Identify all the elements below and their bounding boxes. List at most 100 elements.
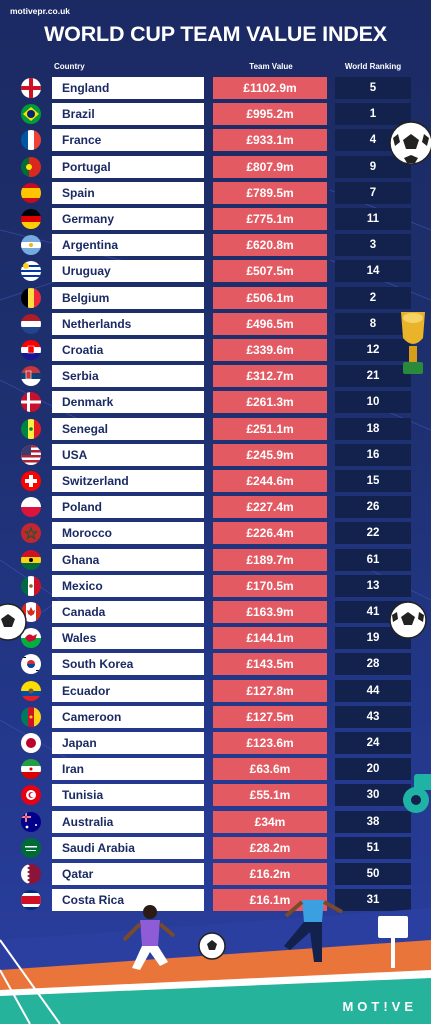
country-name: Tunisia (52, 784, 204, 806)
south-korea-flag-icon (21, 654, 41, 674)
football-icon (389, 601, 427, 639)
header-country: Country (54, 62, 85, 71)
world-ranking: 44 (335, 680, 411, 702)
table-row: Wales £144.1m 19 (0, 627, 431, 649)
england-flag-icon (21, 78, 41, 98)
team-value: £261.3m (213, 391, 327, 413)
morocco-flag-icon (21, 523, 41, 543)
world-ranking: 61 (335, 549, 411, 571)
australia-flag-icon (21, 812, 41, 832)
world-ranking: 18 (335, 418, 411, 440)
team-value: £496.5m (213, 313, 327, 335)
team-value: £170.5m (213, 575, 327, 597)
senegal-flag-icon (21, 419, 41, 439)
country-name: Switzerland (52, 470, 204, 492)
team-value: £507.5m (213, 260, 327, 282)
team-value: £143.5m (213, 653, 327, 675)
team-value: £227.4m (213, 496, 327, 518)
world-ranking: 15 (335, 470, 411, 492)
team-value: £55.1m (213, 784, 327, 806)
world-ranking: 22 (335, 522, 411, 544)
world-ranking: 7 (335, 182, 411, 204)
world-ranking: 3 (335, 234, 411, 256)
table-row: Ghana £189.7m 61 (0, 549, 431, 571)
table-row: Belgium £506.1m 2 (0, 287, 431, 309)
team-value: £506.1m (213, 287, 327, 309)
team-value: £245.9m (213, 444, 327, 466)
table-row: France £933.1m 4 (0, 129, 431, 151)
ecuador-flag-icon (21, 681, 41, 701)
team-value: £775.1m (213, 208, 327, 230)
world-ranking: 5 (335, 77, 411, 99)
table-row: Croatia £339.6m 12 (0, 339, 431, 361)
brazil-flag-icon (21, 104, 41, 124)
team-value: £995.2m (213, 103, 327, 125)
country-name: USA (52, 444, 204, 466)
country-name: Costa Rica (52, 889, 204, 911)
team-value: £63.6m (213, 758, 327, 780)
team-value: £127.8m (213, 680, 327, 702)
pitch-footer-illustration (0, 900, 431, 1024)
team-value: £127.5m (213, 706, 327, 728)
table-row: Japan £123.6m 24 (0, 732, 431, 754)
team-value: £1102.9m (213, 77, 327, 99)
site-url: motivepr.co.uk (10, 6, 70, 16)
football-icon (198, 932, 226, 960)
table-row: Cameroon £127.5m 43 (0, 706, 431, 728)
qatar-flag-icon (21, 864, 41, 884)
table-row: Denmark £261.3m 10 (0, 391, 431, 413)
team-value: £339.6m (213, 339, 327, 361)
table-row: Tunisia £55.1m 30 (0, 784, 431, 806)
world-ranking: 14 (335, 260, 411, 282)
stadium-lights-icon (378, 916, 408, 968)
team-value: £312.7m (213, 365, 327, 387)
team-value: £807.9m (213, 156, 327, 178)
team-value: £28.2m (213, 837, 327, 859)
country-name: Australia (52, 811, 204, 833)
country-name: Cameroon (52, 706, 204, 728)
germany-flag-icon (21, 209, 41, 229)
country-name: Senegal (52, 418, 204, 440)
country-name: Netherlands (52, 313, 204, 335)
table-row: Switzerland £244.6m 15 (0, 470, 431, 492)
table-row: Qatar £16.2m 50 (0, 863, 431, 885)
header-team-value: Team Value (249, 62, 293, 71)
table-row: Senegal £251.1m 18 (0, 418, 431, 440)
table-row: Poland £227.4m 26 (0, 496, 431, 518)
team-value: £144.1m (213, 627, 327, 649)
country-name: Denmark (52, 391, 204, 413)
table-row: Argentina £620.8m 3 (0, 234, 431, 256)
football-icon (0, 603, 27, 641)
whistle-icon (403, 774, 431, 813)
country-name: Uruguay (52, 260, 204, 282)
croatia-flag-icon (21, 340, 41, 360)
costa-rica-flag-icon (21, 890, 41, 910)
poland-flag-icon (21, 497, 41, 517)
brand-logo: MOT!VE (342, 999, 417, 1014)
country-name: Japan (52, 732, 204, 754)
football-icon (389, 121, 431, 165)
table-row: Australia £34m 38 (0, 811, 431, 833)
country-name: England (52, 77, 204, 99)
cameroon-flag-icon (21, 707, 41, 727)
country-name: Iran (52, 758, 204, 780)
world-ranking: 8 (335, 313, 411, 335)
iran-flag-icon (21, 759, 41, 779)
ghana-flag-icon (21, 550, 41, 570)
table-row: Ecuador £127.8m 44 (0, 680, 431, 702)
world-ranking: 11 (335, 208, 411, 230)
tunisia-flag-icon (21, 785, 41, 805)
world-ranking: 2 (335, 287, 411, 309)
world-ranking: 43 (335, 706, 411, 728)
team-value: £620.8m (213, 234, 327, 256)
country-name: Spain (52, 182, 204, 204)
player-figure (122, 905, 176, 970)
world-ranking: 26 (335, 496, 411, 518)
spain-flag-icon (21, 183, 41, 203)
table-row: England £1102.9m 5 (0, 77, 431, 99)
header-world-ranking: World Ranking (344, 62, 402, 71)
mexico-flag-icon (21, 576, 41, 596)
world-ranking: 12 (335, 339, 411, 361)
world-ranking: 31 (335, 889, 411, 911)
